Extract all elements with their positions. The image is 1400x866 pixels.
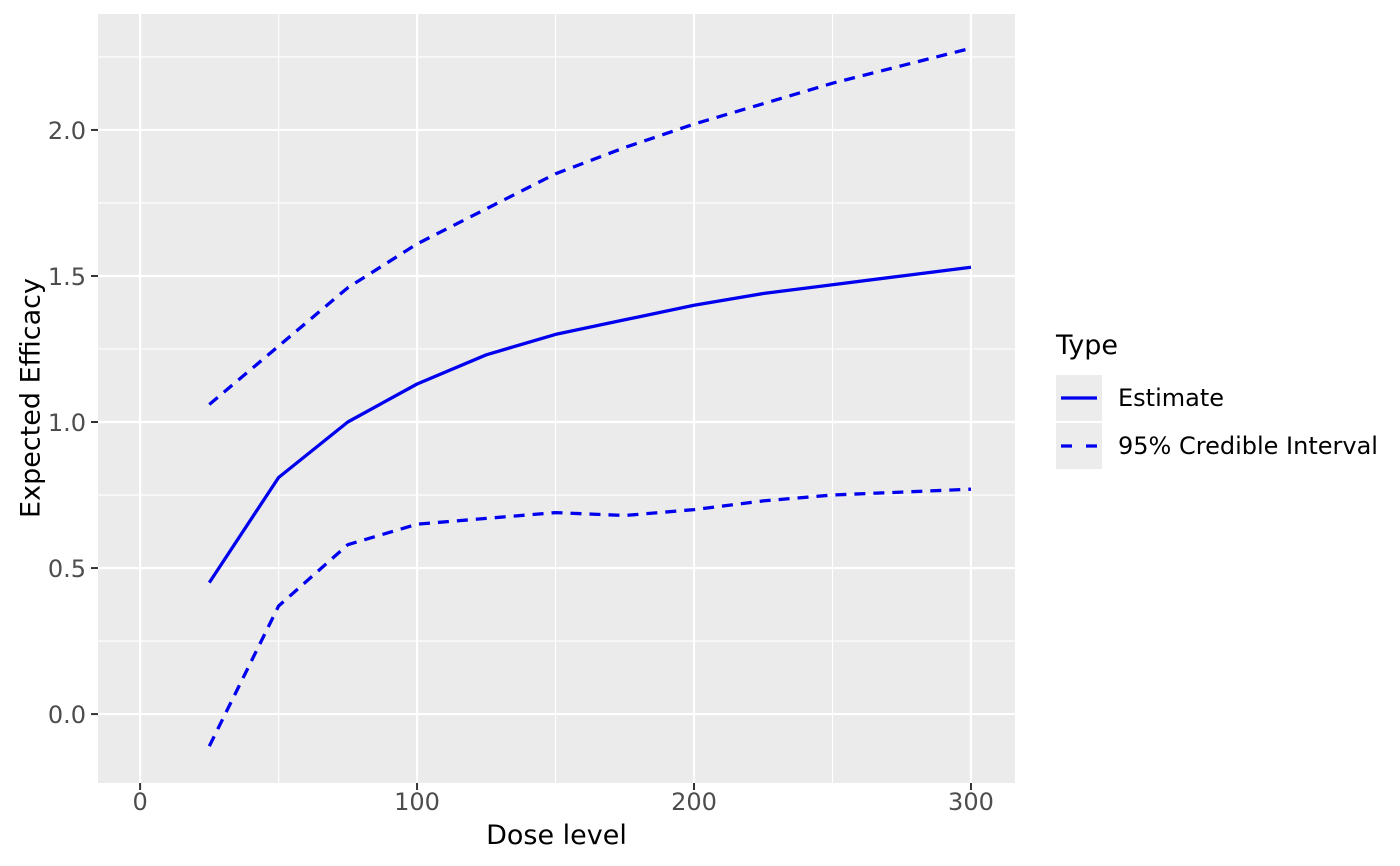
axis-ticks: 0 100 200 300 0.0 0.5 1.0 1.5 2.0 [48,117,994,816]
x-tick-label: 100 [394,788,440,816]
x-axis-title: Dose level [486,820,627,851]
series-line-95-credible-interval-lower- [207,487,972,747]
major-gridlines [98,14,1015,783]
series-lines [207,46,972,747]
legend-entry-estimate: Estimate [1056,375,1378,421]
x-tick-label: 0 [132,788,147,816]
legend: Type Estimate 95% Credible Interval [1056,330,1378,471]
y-axis-title: Expected Efficacy [15,278,47,518]
minor-gridlines [98,14,1015,783]
solid-line-icon [1061,396,1097,400]
x-tick-label: 300 [948,788,994,816]
dashed-line-icon [1061,444,1097,448]
y-tick-label: 0.0 [48,701,86,729]
legend-entry-credible-interval: 95% Credible Interval [1056,423,1378,469]
y-tick-label: 0.5 [48,555,86,583]
series-line-estimate [207,265,972,584]
legend-title: Type [1056,330,1119,361]
panel-background [98,14,1015,783]
legend-key-solid [1056,375,1102,421]
legend-label-estimate: Estimate [1118,384,1225,412]
legend-label-credible-interval: 95% Credible Interval [1118,432,1378,460]
y-tick-label: 2.0 [48,117,86,145]
y-tick-label: 1.0 [48,409,86,437]
x-tick-label: 200 [671,788,717,816]
legend-key-dashed [1056,423,1102,469]
y-tick-label: 1.5 [48,263,86,291]
